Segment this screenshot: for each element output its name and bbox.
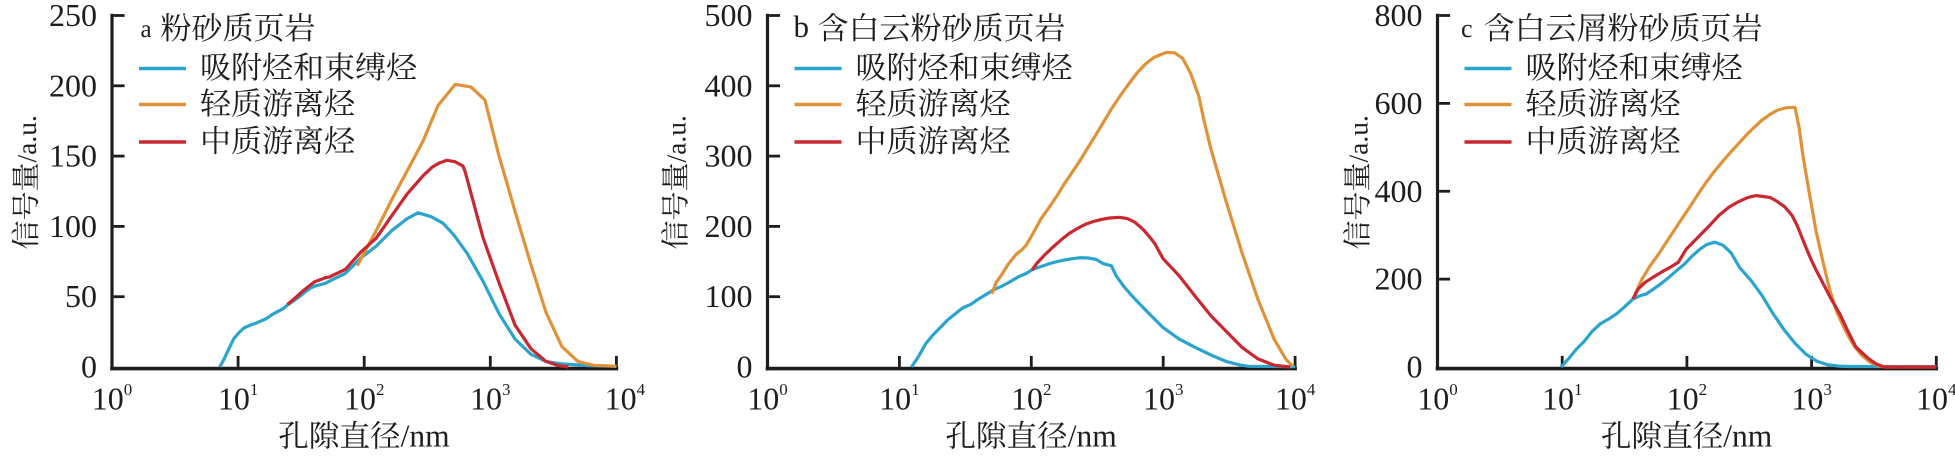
- svg-text:300: 300: [705, 138, 753, 174]
- svg-text:/nm: /nm: [1068, 419, 1118, 454]
- svg-text:100: 100: [49, 208, 97, 244]
- svg-text:/a.u.: /a.u.: [11, 115, 42, 162]
- svg-text:200: 200: [49, 67, 97, 103]
- svg-text:103: 103: [470, 380, 511, 417]
- svg-text:/a.u.: /a.u.: [1343, 115, 1374, 162]
- svg-text:500: 500: [705, 0, 753, 33]
- svg-text:200: 200: [1375, 261, 1423, 297]
- svg-text:50: 50: [65, 278, 97, 314]
- svg-text:0: 0: [81, 349, 97, 385]
- svg-text:250: 250: [49, 0, 97, 33]
- svg-text:100: 100: [705, 278, 753, 314]
- svg-text:101: 101: [218, 380, 259, 417]
- svg-text:150: 150: [49, 138, 97, 174]
- svg-text:0: 0: [737, 349, 753, 385]
- svg-text:b: b: [794, 9, 810, 44]
- svg-text:0: 0: [1407, 349, 1423, 385]
- svg-text:104: 104: [1275, 380, 1316, 417]
- svg-text:c: c: [1461, 14, 1473, 43]
- svg-text:/nm: /nm: [401, 419, 451, 454]
- svg-text:a: a: [141, 16, 152, 43]
- svg-text:600: 600: [1375, 85, 1423, 121]
- svg-text:800: 800: [1375, 0, 1423, 33]
- svg-text:/nm: /nm: [1723, 419, 1773, 454]
- svg-text:200: 200: [705, 208, 753, 244]
- svg-text:400: 400: [1375, 173, 1423, 209]
- svg-text:400: 400: [705, 67, 753, 103]
- svg-text:/a.u.: /a.u.: [661, 115, 692, 162]
